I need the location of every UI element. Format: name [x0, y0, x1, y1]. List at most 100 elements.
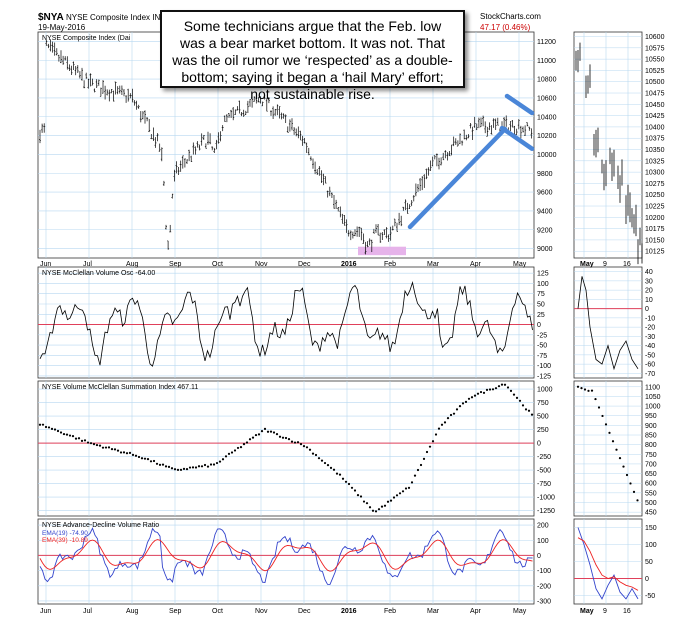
- summation-dot-44: [170, 467, 174, 470]
- summation-dot-107: [359, 495, 363, 498]
- inset-y-tick-label: 10400: [645, 124, 665, 131]
- y-tick-label: 25: [537, 312, 545, 319]
- summation-dot-129: [425, 450, 429, 454]
- summation-dot-27: [119, 451, 123, 454]
- summation-dot-67: [239, 446, 243, 449]
- summation-dot-91: [311, 452, 315, 455]
- summation-dot-48: [182, 467, 186, 470]
- header-provider: StockCharts.com: [480, 12, 541, 21]
- summation-dot-56: [206, 465, 210, 468]
- summation-dot-65: [233, 449, 237, 452]
- summation-dot-31: [131, 453, 135, 456]
- ema19-line: [39, 527, 533, 585]
- inset-y-tick-label: 850: [645, 433, 657, 440]
- x-tick-label: Apr: [470, 261, 482, 268]
- summation-dot-64: [230, 451, 234, 454]
- x-tick-label: 2016: [341, 261, 357, 268]
- inset-y-tick-label: 0: [645, 576, 649, 583]
- inset-summation-dot-15: [629, 482, 632, 485]
- summation-dot-147: [479, 390, 483, 394]
- summation-dot-162: [524, 408, 528, 411]
- summation-dot-120: [398, 492, 402, 495]
- summation-dot-20: [98, 444, 102, 447]
- summation-dot-137: [449, 413, 453, 417]
- header-name: NYSE Composite Index: [66, 13, 151, 22]
- summation-dot-90: [308, 448, 312, 451]
- summation-dot-23: [107, 446, 111, 449]
- y-tick-label: -300: [537, 598, 551, 605]
- inset-y-tick-label: 1050: [645, 394, 661, 401]
- summation-dot-81: [281, 436, 285, 439]
- summation-dot-126: [416, 468, 420, 472]
- summation-dot-40: [158, 463, 162, 466]
- x-tick-label: Feb: [384, 261, 396, 268]
- summation-dot-154: [500, 383, 504, 386]
- summation-dot-76: [266, 430, 270, 433]
- summation-dot-101: [341, 477, 345, 480]
- y-tick-label: -100: [537, 568, 551, 575]
- summation-dot-150: [488, 388, 492, 391]
- summation-dot-125: [413, 474, 417, 477]
- inset-y-tick-label: 10575: [645, 45, 665, 52]
- inset-frame-0: [573, 31, 643, 259]
- summation-dot-79: [275, 432, 279, 436]
- inset-summation-dot-1: [580, 387, 583, 390]
- summation-dot-22: [104, 446, 108, 449]
- summation-dot-42: [164, 465, 168, 468]
- summation-dot-57: [209, 463, 213, 466]
- inset-y-tick-label: 10550: [645, 57, 665, 64]
- summation-dot-29: [125, 452, 129, 455]
- y-tick-label: 9600: [537, 190, 553, 197]
- summation-dot-21: [101, 446, 105, 449]
- summation-dot-102: [344, 480, 348, 483]
- summation-dot-72: [254, 433, 258, 437]
- summation-dot-7: [59, 431, 63, 434]
- summation-dot-54: [200, 465, 204, 468]
- summation-dot-28: [122, 451, 126, 454]
- summation-dot-95: [323, 461, 327, 465]
- y-tick-label: 10600: [537, 95, 557, 102]
- legend-ema19: EMA(19) -74.90: [42, 530, 88, 537]
- inset-summation-dot-7: [601, 414, 604, 418]
- chart-header: $NYA NYSE Composite Index IND: [38, 12, 166, 23]
- summation-dot-123: [407, 486, 411, 489]
- summation-dot-2: [44, 425, 48, 429]
- summation-dot-83: [287, 438, 291, 441]
- inset-y-tick-label: 10225: [645, 204, 665, 211]
- summation-dot-153: [497, 385, 501, 388]
- summation-dot-26: [116, 449, 120, 452]
- y-tick-label: 125: [537, 271, 549, 278]
- summation-dot-34: [140, 457, 144, 460]
- summation-dot-110: [368, 506, 372, 509]
- inset-y-tick-label: 40: [645, 269, 653, 276]
- summation-dot-46: [176, 468, 180, 471]
- inset-y-tick-label: -70: [645, 371, 655, 378]
- summation-dot-127: [419, 463, 423, 467]
- summation-dot-55: [203, 463, 207, 467]
- summation-dot-33: [137, 455, 141, 459]
- y-tick-label: 750: [537, 400, 549, 407]
- inset-y-tick-label: 10500: [645, 79, 665, 86]
- summation-dot-141: [461, 402, 465, 405]
- inset-y-tick-label: 10250: [645, 192, 665, 199]
- price-panel-title: NYSE Composite Index (Dai: [42, 35, 131, 42]
- summation-dot-89: [305, 446, 309, 449]
- inset-frame-1: [573, 266, 643, 379]
- summation-panel-title: NYSE Volume McClellan Summation Index 46…: [42, 384, 198, 391]
- x-tick-label: Sep: [169, 261, 182, 268]
- header-exchange: IND: [152, 13, 166, 22]
- y-tick-label: -500: [537, 468, 551, 475]
- summation-dot-41: [161, 463, 165, 466]
- x-tick-label: Mar: [427, 608, 440, 615]
- x-tick-label: Oct: [212, 261, 223, 268]
- summation-dot-45: [173, 468, 177, 471]
- summation-dot-51: [191, 466, 195, 469]
- oscillator-line: [39, 280, 533, 367]
- inset-y-tick-label: 10175: [645, 226, 665, 233]
- y-tick-label: 500: [537, 414, 549, 421]
- summation-dot-0: [38, 423, 42, 426]
- summation-dot-70: [248, 438, 252, 441]
- header-date: 19-May-2016: [38, 23, 86, 32]
- summation-dot-157: [509, 389, 513, 392]
- y-tick-label: -75: [537, 353, 547, 360]
